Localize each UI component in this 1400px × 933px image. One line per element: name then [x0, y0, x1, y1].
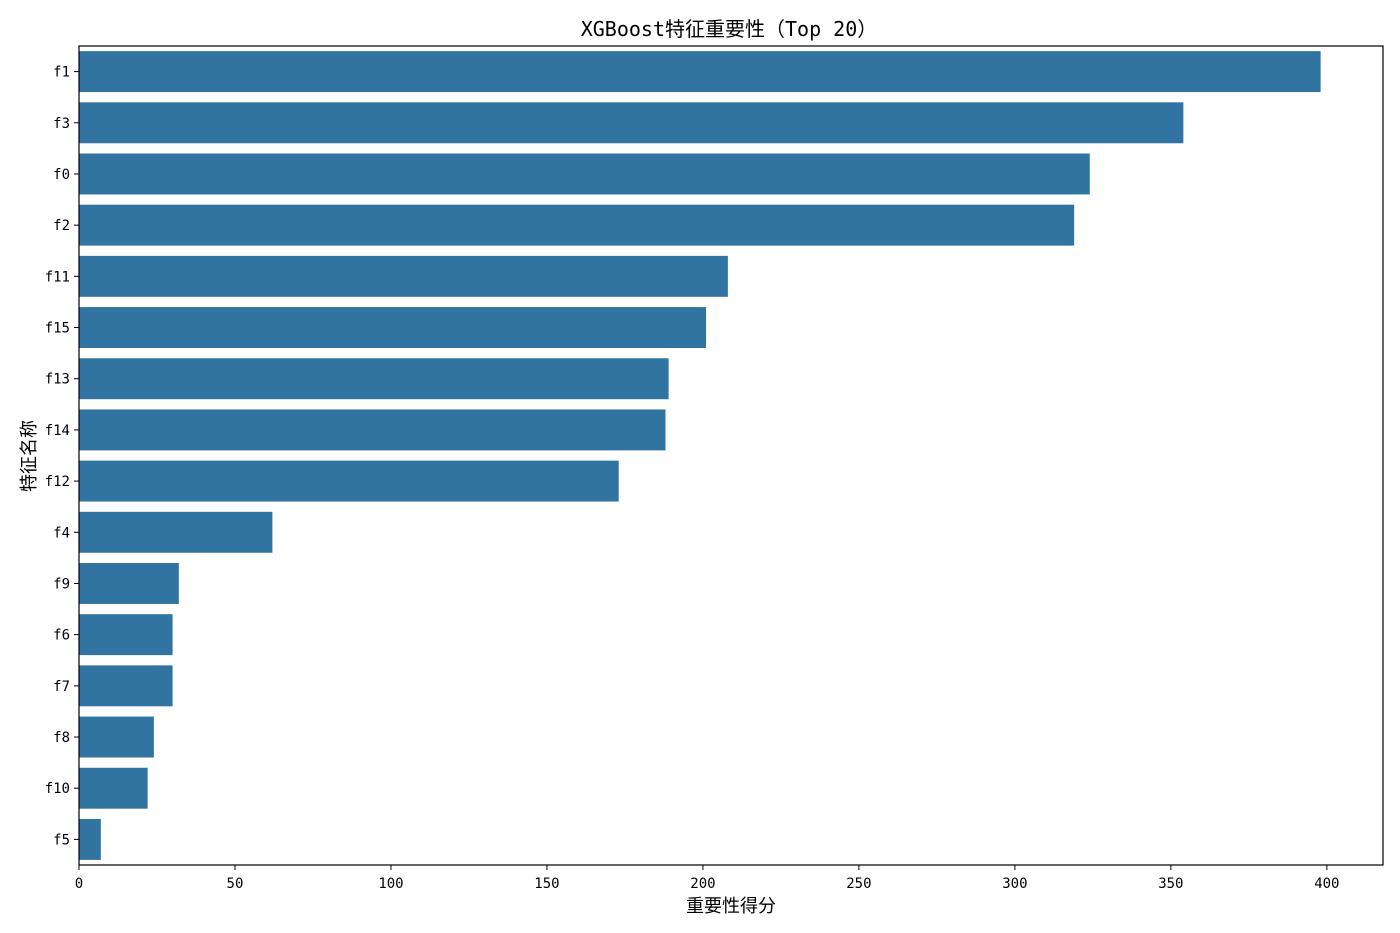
y-axis-ticks: f1 f3 f0 f2 f11 f15 f13 f14 f12 f4 f9 f6 f7 f8 f10 f5: [45, 65, 79, 848]
x-tick-label: 250: [846, 876, 871, 892]
bar-f4: [79, 511, 273, 553]
bar-f3: [79, 102, 1184, 144]
x-axis-label: 重要性得分: [686, 896, 776, 917]
x-tick-label: 0: [75, 876, 83, 892]
bar-f5: [79, 818, 101, 860]
y-axis-label: 特征名称: [19, 420, 40, 492]
y-tick-label: f5: [53, 832, 70, 848]
bar-f13: [79, 358, 669, 400]
bar-f8: [79, 716, 154, 758]
y-tick-label: f13: [45, 372, 70, 388]
y-tick-label: f4: [53, 525, 70, 541]
bar-f11: [79, 255, 728, 297]
y-tick-label: f3: [53, 116, 70, 132]
x-tick-label: 300: [1002, 876, 1027, 892]
y-tick-label: f1: [53, 65, 70, 81]
bar-f10: [79, 767, 148, 809]
x-tick-label: 100: [378, 876, 403, 892]
bar-f6: [79, 614, 173, 656]
bar-f12: [79, 460, 619, 502]
bar-f2: [79, 204, 1075, 246]
y-tick-label: f6: [53, 628, 70, 644]
bar-f15: [79, 307, 707, 349]
x-tick-label: 200: [690, 876, 715, 892]
bar-f0: [79, 153, 1090, 195]
y-tick-label: f8: [53, 730, 70, 746]
x-axis-ticks: 0 50 100 150 200 250 300 350 400: [75, 865, 1339, 892]
x-tick-label: 400: [1314, 876, 1339, 892]
x-tick-label: 150: [534, 876, 559, 892]
chart-title: XGBoost特征重要性（Top 20）: [581, 17, 878, 41]
y-tick-label: f7: [53, 679, 70, 695]
y-tick-label: f14: [45, 423, 70, 439]
y-tick-label: f11: [45, 269, 70, 285]
y-tick-label: f0: [53, 167, 70, 183]
plot-frame: [78, 45, 1384, 866]
bar-f14: [79, 409, 666, 451]
y-tick-label: f9: [53, 576, 70, 592]
y-tick-label: f10: [45, 781, 70, 797]
bar-f9: [79, 562, 179, 604]
y-tick-label: f15: [45, 321, 70, 337]
bars-group: [79, 51, 1321, 860]
bar-f7: [79, 665, 173, 707]
y-tick-label: f2: [53, 218, 70, 234]
bar-f1: [79, 51, 1321, 93]
y-tick-label: f12: [45, 474, 70, 490]
x-tick-label: 350: [1158, 876, 1183, 892]
x-tick-label: 50: [227, 876, 244, 892]
